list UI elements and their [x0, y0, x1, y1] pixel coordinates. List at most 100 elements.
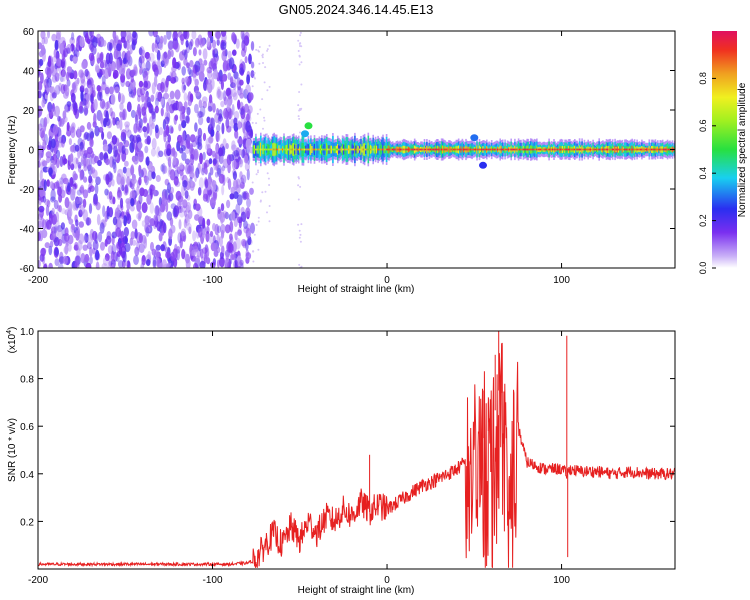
spectrogram-cell — [297, 50, 300, 52]
spectrogram-cell — [169, 90, 175, 100]
spectrogram-cell — [581, 148, 583, 151]
spectrogram-cell — [148, 52, 155, 63]
spectrogram-cell — [77, 126, 81, 139]
spectrogram-cell — [298, 236, 301, 239]
spectrogram-cell — [503, 148, 505, 151]
spectrogram-cell — [654, 148, 657, 151]
spectrogram-cell — [57, 186, 62, 197]
spectrogram-cell — [625, 148, 627, 151]
spectrogram-cell — [60, 222, 65, 230]
spectrogram-cell — [240, 31, 245, 41]
spectrogram-cell — [148, 116, 154, 127]
y-tick-label: -40 — [20, 225, 35, 236]
spectrogram-cell — [340, 148, 343, 151]
spectrogram-cell — [134, 114, 138, 125]
spectrogram-cell — [346, 148, 349, 151]
spectrogram-cell — [233, 117, 238, 126]
spectrogram-cell — [499, 148, 501, 151]
spectrogram-cell — [211, 57, 217, 69]
spectrogram-cell — [99, 61, 105, 69]
spectrogram-cell — [109, 172, 114, 181]
spectrogram-cell — [142, 126, 147, 133]
spectrogram-cell — [448, 148, 450, 151]
spectrogram-cell — [223, 96, 228, 106]
spectrogram-cell — [373, 148, 376, 151]
spectrogram-cell — [86, 99, 90, 109]
spectrogram-cell — [122, 166, 127, 174]
spectrogram-cell — [50, 189, 56, 201]
spectrogram-cell — [161, 194, 168, 207]
spectrogram-cell — [131, 40, 136, 51]
spectrogram-cell — [242, 192, 248, 201]
spectrogram-cell — [588, 148, 591, 151]
spectrogram-cell — [80, 90, 84, 102]
spectrogram-cell — [231, 254, 237, 261]
spectrogram-cell — [126, 213, 132, 225]
spectrogram-cell — [586, 148, 588, 151]
spectrogram-cell — [155, 91, 161, 102]
spectrogram-cell — [141, 93, 145, 103]
spectrogram-cell — [665, 148, 668, 151]
spectrogram-cell — [145, 226, 150, 237]
spectrogram-cell — [160, 98, 165, 106]
spectrogram-cell — [328, 148, 330, 151]
spectrogram-cell — [45, 76, 50, 85]
spectrogram-cell — [77, 239, 83, 251]
spectrogram-cell — [167, 49, 172, 60]
spectrogram-cell — [52, 124, 59, 135]
spectrogram-cell — [91, 90, 97, 98]
spectrogram-cell — [621, 148, 624, 151]
spectrogram-cell — [666, 148, 669, 151]
spectrogram-cell — [205, 79, 209, 86]
spectrogram-cell — [219, 251, 224, 260]
spectrogram-cell — [191, 249, 197, 257]
spectrogram-cell — [227, 261, 231, 268]
spectrogram-cell — [229, 220, 234, 233]
spectrogram-cell — [84, 131, 89, 140]
spectrogram-cell — [147, 170, 153, 181]
spectrogram-cell — [444, 148, 447, 151]
spectrogram-cell — [82, 189, 89, 199]
spectrogram-cell — [543, 148, 545, 151]
spectrogram-cell — [232, 49, 237, 56]
spectrogram-cell — [378, 148, 381, 151]
spectrogram-cell — [68, 138, 72, 146]
spectrogram-cell — [227, 178, 232, 191]
spectrogram-cell — [99, 68, 105, 76]
spectrogram-cell — [160, 244, 165, 252]
spectrogram-cell — [216, 246, 221, 253]
spectrogram-cell — [169, 71, 174, 81]
spectrogram-cell — [365, 148, 367, 151]
spectrogram-cell — [54, 105, 60, 118]
spectrogram-cell — [54, 258, 60, 266]
spectrogram-cell — [173, 176, 179, 186]
spectrogram-cell — [233, 122, 239, 132]
spectrogram-cell — [208, 188, 212, 198]
spectrogram-cell — [120, 176, 125, 187]
spectrogram-cell — [40, 247, 46, 257]
spectrogram-cell — [119, 93, 125, 105]
spectrogram-cell — [446, 148, 449, 151]
spectrogram-cell — [145, 94, 149, 101]
spectrogram-cell — [239, 259, 244, 266]
y-tick-label: -20 — [20, 185, 35, 196]
spectrogram-cell — [237, 229, 242, 237]
spectrogram-cell — [517, 148, 520, 151]
spectrogram-cell — [184, 213, 189, 224]
spectrogram-cell — [183, 84, 187, 91]
spectrogram-cell — [154, 124, 159, 134]
spectrogram-cell — [578, 148, 581, 151]
spectrogram-cell — [644, 148, 647, 151]
spectrogram-cell — [61, 58, 66, 67]
spectrogram-cell — [216, 225, 222, 234]
spectrogram-cell — [79, 101, 83, 113]
spectrogram-cell — [141, 220, 146, 227]
spectrogram-cell — [652, 148, 654, 151]
spectrogram-cell — [240, 211, 247, 223]
spectrogram-cell — [372, 148, 374, 151]
spectrogram-cell — [229, 193, 235, 200]
spectrogram-cell — [85, 217, 92, 226]
spectrogram-cell — [51, 102, 55, 112]
spectrogram-cell — [405, 148, 407, 151]
spectrogram-cell — [185, 163, 191, 175]
